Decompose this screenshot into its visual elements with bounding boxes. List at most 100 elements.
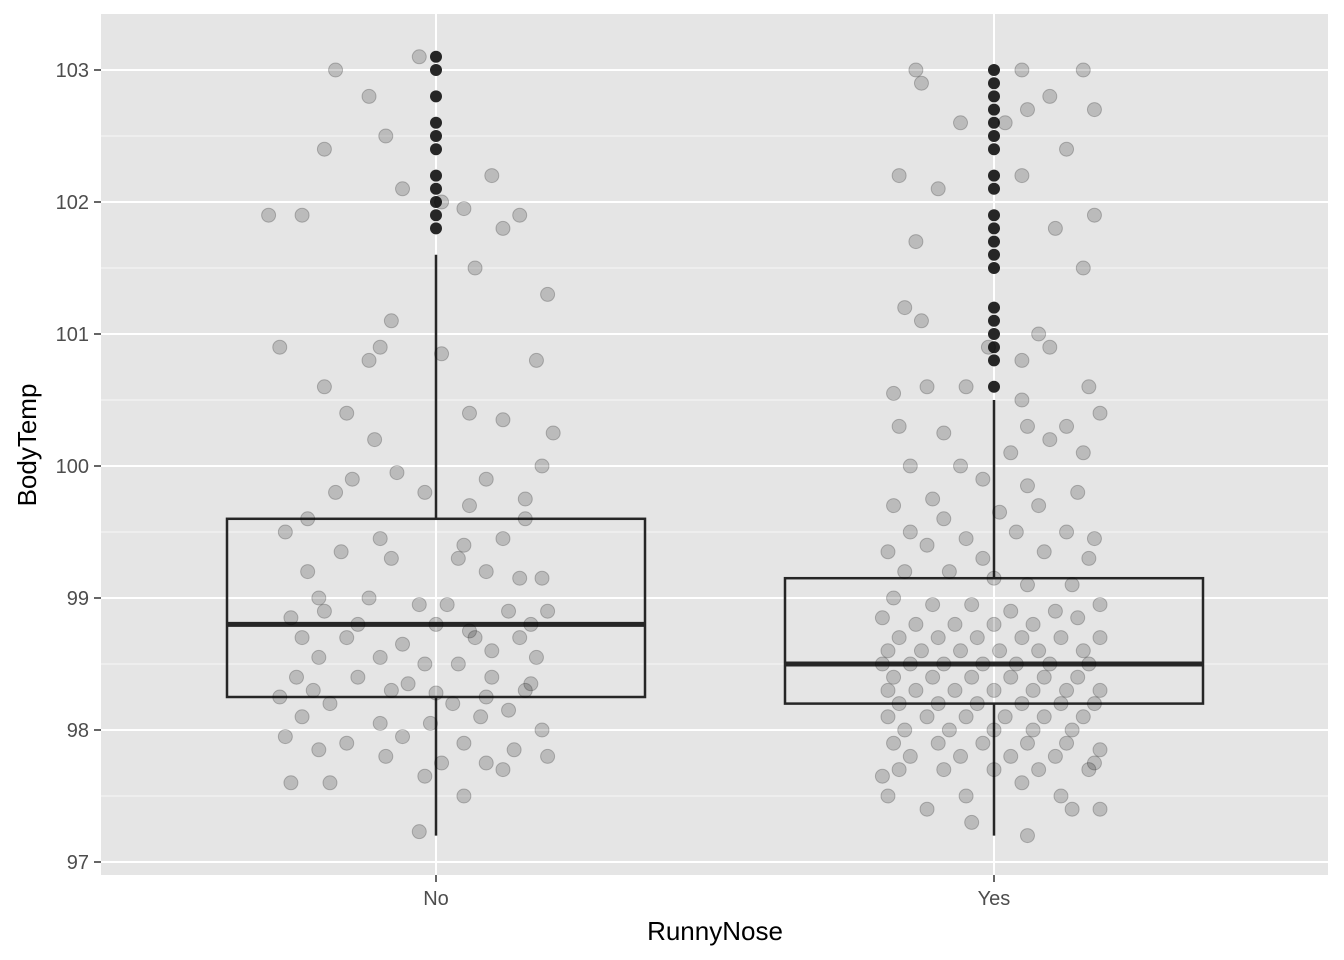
jitter-point: [272, 689, 288, 705]
outlier-point: [430, 209, 442, 222]
jitter-point: [1014, 168, 1030, 184]
outlier-point: [988, 328, 1000, 340]
jitter-point: [908, 616, 924, 632]
outlier-point: [988, 103, 1000, 116]
jitter-point: [322, 696, 338, 712]
jitter-point: [925, 491, 941, 507]
jitter-point: [1081, 379, 1097, 395]
jitter-point: [478, 471, 494, 487]
jitter-point: [897, 564, 913, 580]
jitter-point: [975, 656, 991, 672]
jitter-point: [1042, 339, 1058, 355]
jitter-point: [1053, 788, 1069, 804]
jitter-point: [986, 682, 1002, 698]
outlier-point: [988, 301, 1000, 314]
jitter-point: [372, 715, 388, 731]
outlier-point: [988, 169, 1000, 182]
outlier-point: [988, 209, 1000, 222]
jitter-point: [936, 762, 952, 778]
outlier-point: [430, 116, 442, 129]
jitter-point: [450, 656, 466, 672]
y-tick-label: 101: [56, 324, 89, 346]
jitter-point: [975, 471, 991, 487]
jitter-point: [1025, 722, 1041, 738]
jitter-point: [361, 590, 377, 606]
jitter-point: [1042, 88, 1058, 104]
outlier-point: [988, 341, 1000, 354]
x-tick-label: No: [423, 888, 449, 910]
jitter-point: [339, 405, 355, 421]
jitter-point: [478, 689, 494, 705]
outlier-point: [988, 77, 1000, 90]
jitter-point: [997, 115, 1013, 131]
jitter-point: [495, 220, 511, 236]
jitter-point: [534, 570, 550, 586]
jitter-point: [1053, 696, 1069, 712]
jitter-point: [434, 194, 450, 210]
jitter-point: [947, 616, 963, 632]
outlier-point: [988, 222, 1000, 235]
jitter-point: [1014, 392, 1030, 408]
jitter-point: [456, 735, 472, 751]
jitter-point: [1059, 682, 1075, 698]
jitter-point: [272, 339, 288, 355]
jitter-point: [300, 564, 316, 580]
jitter-point: [540, 286, 556, 302]
jitter-point: [930, 630, 946, 646]
outlier-point: [988, 235, 1000, 248]
jitter-point: [1086, 102, 1102, 118]
y-tick-label: 99: [67, 588, 89, 610]
jitter-point: [964, 814, 980, 830]
jitter-point: [400, 676, 416, 692]
jitter-point: [328, 484, 344, 500]
jitter-point: [947, 682, 963, 698]
jitter-point: [300, 511, 316, 527]
jitter-point: [1014, 696, 1030, 712]
jitter-point: [484, 168, 500, 184]
jitter-point: [1019, 478, 1035, 494]
jitter-point: [1092, 742, 1108, 758]
jitter-point: [456, 537, 472, 553]
jitter-point: [395, 729, 411, 745]
outlier-point: [988, 130, 1000, 142]
jitter-point: [958, 709, 974, 725]
jitter-point: [1003, 669, 1019, 685]
jitter-point: [1036, 544, 1052, 560]
outlier-point: [988, 380, 1000, 393]
jitter-point: [339, 735, 355, 751]
jitter-point: [294, 709, 310, 725]
jitter-point: [311, 649, 327, 665]
jitter-point: [986, 722, 1002, 738]
jitter-point: [880, 544, 896, 560]
jitter-point: [902, 748, 918, 764]
outlier-point: [430, 90, 442, 103]
y-tick-label: 98: [67, 720, 89, 742]
jitter-point: [930, 181, 946, 197]
outlier-point: [430, 182, 442, 195]
jitter-point: [874, 656, 890, 672]
jitter-point: [886, 385, 902, 401]
jitter-point: [534, 722, 550, 738]
jitter-point: [925, 597, 941, 613]
jitter-point: [919, 379, 935, 395]
jitter-point: [1081, 762, 1097, 778]
jitter-point: [1081, 550, 1097, 566]
jitter-point: [1047, 220, 1063, 236]
outlier-point: [988, 143, 1000, 156]
jitter-point: [372, 649, 388, 665]
y-axis-title: BodyTemp: [12, 384, 42, 507]
jitter-point: [512, 630, 528, 646]
jitter-point: [1003, 748, 1019, 764]
jitter-point: [316, 141, 332, 157]
jitter-point: [969, 696, 985, 712]
y-axis: 97 98 99 100 101 102 103: [56, 60, 101, 874]
jitter-point: [986, 762, 1002, 778]
outlier-point: [988, 314, 1000, 327]
jitter-point: [941, 722, 957, 738]
jitter-point: [958, 788, 974, 804]
jitter-point: [1086, 755, 1102, 771]
jitter-point: [517, 511, 533, 527]
y-tick-label: 102: [56, 192, 89, 214]
jitter-point: [897, 722, 913, 738]
